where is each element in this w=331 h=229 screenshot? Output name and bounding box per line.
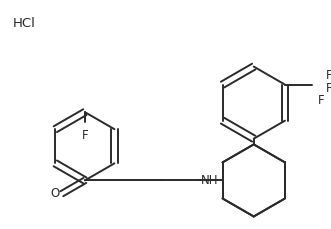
Text: F: F <box>81 129 88 142</box>
Text: O: O <box>51 187 60 200</box>
Text: NH: NH <box>201 174 218 187</box>
Text: HCl: HCl <box>12 17 35 30</box>
Text: F: F <box>326 82 331 95</box>
Text: F: F <box>318 94 325 107</box>
Text: F: F <box>326 69 331 82</box>
